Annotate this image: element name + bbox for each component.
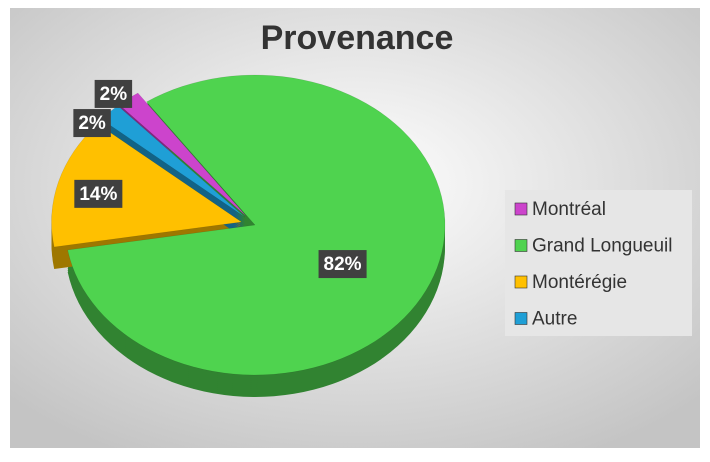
- data-label-box: [73, 109, 111, 138]
- legend-marker: [514, 202, 528, 216]
- data-label-box: [318, 250, 367, 279]
- data-label-text: 82%: [324, 254, 362, 275]
- data-label: 2%: [73, 109, 111, 138]
- data-label: 82%: [318, 250, 367, 279]
- data-label: 14%: [74, 179, 123, 208]
- data-label-box: [74, 179, 123, 208]
- legend-marker: [514, 239, 528, 252]
- legend-label: Grand Longueuil: [532, 236, 673, 257]
- legend-marker: [514, 275, 528, 289]
- legend-label: Montérégie: [532, 272, 627, 293]
- data-label-text: 2%: [78, 113, 106, 134]
- data-label-text: 14%: [79, 184, 117, 205]
- legend-marker: [514, 312, 528, 325]
- data-label: 2%: [94, 79, 133, 108]
- legend-label: Autre: [532, 309, 577, 330]
- slice: [67, 74, 446, 376]
- chart-title: Provenance: [261, 19, 454, 57]
- legend-box: [505, 190, 692, 336]
- data-label-text: 2%: [100, 84, 128, 105]
- data-label-box: [94, 79, 133, 108]
- legend-label: Montréal: [532, 199, 606, 220]
